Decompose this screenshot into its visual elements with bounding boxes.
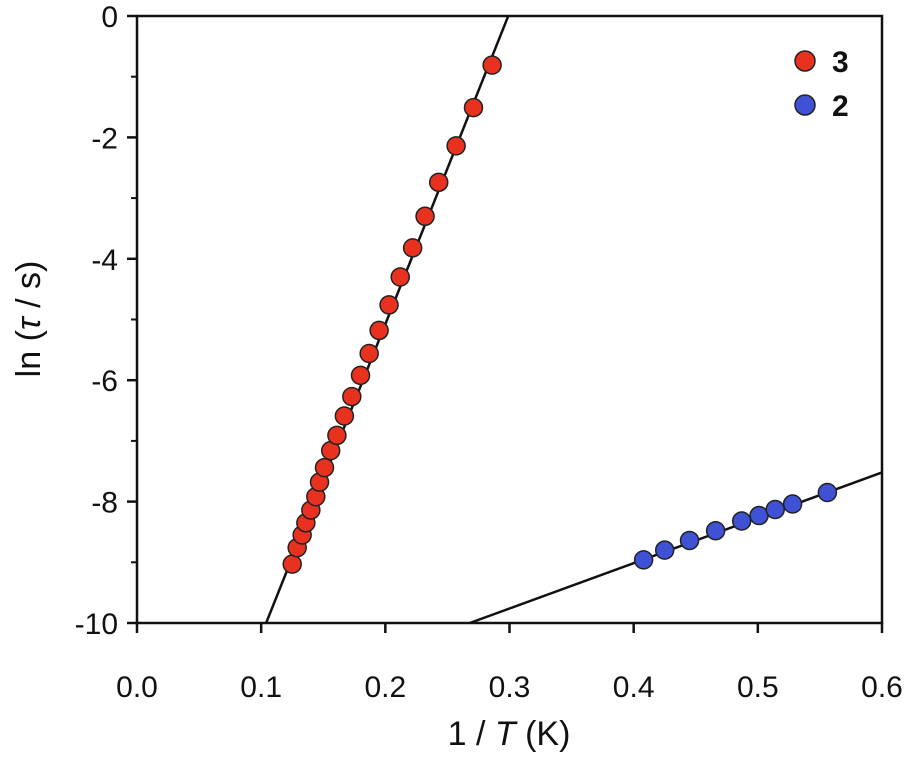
data-point — [379, 295, 399, 315]
data-point — [327, 425, 347, 446]
y-tick-label: 0 — [101, 1, 118, 34]
data-point — [342, 386, 362, 407]
data-point — [282, 554, 302, 574]
x-axis-label-suffix: (K) — [516, 715, 571, 753]
y-axis-label-prefix: ln ( — [10, 329, 48, 377]
data-point — [679, 530, 700, 551]
legend: 32 — [794, 46, 849, 123]
data-point — [731, 511, 752, 531]
data-point — [428, 172, 449, 193]
x-tick-label: 0.2 — [364, 671, 406, 704]
y-tick-label: -2 — [91, 122, 118, 155]
fit-lines — [264, 15, 883, 625]
data-point — [633, 550, 654, 570]
fit-line — [469, 471, 883, 625]
data-point — [482, 55, 502, 75]
legend-marker — [794, 50, 816, 72]
y-tick-label: -8 — [91, 487, 118, 520]
data-point — [765, 499, 785, 520]
x-tick-label: 0.1 — [240, 671, 282, 704]
x-tick-label: 0.3 — [489, 671, 531, 704]
x-axis-ticks: 0.0 0.1 0.2 0.3 0.4 0.5 0.6 — [116, 623, 903, 704]
data-point — [817, 482, 838, 503]
data-point — [390, 267, 410, 287]
data-point — [782, 494, 803, 514]
legend-marker — [794, 94, 816, 116]
y-axis-label-suffix: / s) — [10, 261, 48, 318]
data-point — [463, 97, 484, 118]
y-tick-label: -10 — [75, 608, 118, 641]
x-tick-label: 0.5 — [737, 671, 779, 704]
data-point — [334, 406, 355, 426]
plot-frame — [135, 14, 884, 625]
y-tick-label: -6 — [91, 365, 118, 398]
data-point — [359, 343, 379, 364]
data-point — [350, 365, 371, 386]
data-point — [446, 136, 466, 156]
data-point — [369, 320, 389, 341]
data-point — [705, 520, 726, 541]
x-tick-label: 0.6 — [861, 671, 903, 704]
data-point — [654, 540, 675, 560]
x-tick-label: 0.0 — [116, 671, 158, 704]
data-point — [402, 238, 423, 258]
y-tick-label: -4 — [91, 244, 118, 277]
x-axis-label: 1 / T (K) — [448, 715, 571, 753]
y-axis-ticks: 0 -2 -4 -6 -8 -10 — [75, 1, 137, 641]
y-axis-label-var: τ — [10, 315, 48, 330]
data-point — [314, 457, 335, 478]
x-axis-label-var: T — [495, 715, 518, 753]
legend-label: 3 — [832, 46, 849, 79]
data-points — [282, 55, 838, 574]
data-point — [415, 206, 435, 227]
legend-label: 2 — [832, 90, 849, 123]
x-axis-label-prefix: 1 / — [448, 715, 495, 753]
x-tick-label: 0.4 — [613, 671, 655, 704]
data-point — [749, 505, 769, 526]
y-axis-label: ln (τ / s) — [10, 261, 48, 378]
